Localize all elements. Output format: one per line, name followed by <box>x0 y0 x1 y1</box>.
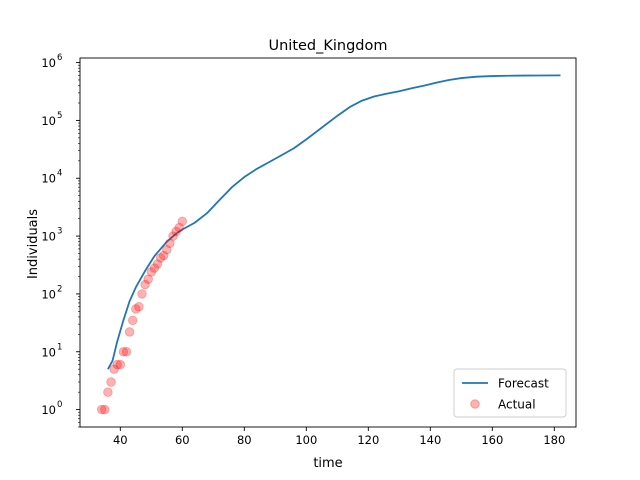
legend-label: Forecast <box>498 377 549 391</box>
data-point-actual <box>162 245 172 255</box>
data-point-actual <box>171 226 181 237</box>
y-tick-exponent: 5 <box>57 111 62 121</box>
data-point-actual <box>124 327 135 337</box>
x-axis-label: time <box>313 456 342 471</box>
y-tick-label: 10 <box>41 114 56 128</box>
data-point-actual <box>96 404 107 415</box>
y-tick-exponent: 3 <box>57 227 62 237</box>
y-tick-label: 10 <box>41 287 56 301</box>
x-tick-label: 120 <box>357 433 379 447</box>
data-point-actual <box>143 274 153 284</box>
data-point-actual <box>134 302 144 312</box>
data-point-actual <box>121 347 132 357</box>
data-point-actual <box>168 231 178 241</box>
legend: Forecast Actual <box>453 368 567 418</box>
data-point-actual <box>140 279 150 290</box>
x-tick-label: 60 <box>175 433 190 447</box>
axes-frame <box>79 57 577 428</box>
x-tick-label: 40 <box>113 433 128 447</box>
y-tick-label: 10 <box>41 403 56 417</box>
y-tick-label: 10 <box>41 230 56 244</box>
data-point-actual <box>155 253 166 263</box>
data-point-actual <box>137 289 147 299</box>
y-tick-exponent: 0 <box>57 400 62 410</box>
legend-box <box>453 368 567 418</box>
x-tick-label: 160 <box>481 433 503 447</box>
x-tick-label: 180 <box>543 433 565 447</box>
series-line-forecast <box>107 74 561 370</box>
data-point-actual <box>131 304 141 314</box>
y-tick-label: 10 <box>41 172 56 186</box>
plot-area <box>96 74 561 415</box>
y-tick-label: 10 <box>41 56 56 70</box>
data-point-actual <box>109 364 119 374</box>
data-point-actual <box>127 315 138 325</box>
data-point-actual <box>115 359 126 370</box>
legend-swatch-marker <box>470 399 480 409</box>
y-tick-exponent: 1 <box>57 342 62 352</box>
data-point-actual <box>103 387 113 397</box>
data-point-actual <box>174 222 184 233</box>
data-point-actual <box>100 404 110 415</box>
data-point-actual <box>106 377 116 387</box>
data-point-actual <box>165 238 175 249</box>
data-point-actual <box>118 347 129 357</box>
x-tick-label: 140 <box>419 433 441 447</box>
y-tick-exponent: 4 <box>57 169 62 179</box>
x-tick-label: 80 <box>237 433 252 447</box>
x-tick-label: 100 <box>295 433 317 447</box>
data-point-actual <box>177 216 188 227</box>
data-point-actual <box>112 359 122 370</box>
legend-label: Actual <box>498 398 536 412</box>
y-axis-label: Individuals <box>26 209 41 279</box>
y-tick-exponent: 2 <box>57 284 62 294</box>
data-point-actual <box>158 250 169 261</box>
data-point-actual <box>152 259 163 269</box>
data-point-actual <box>146 267 157 277</box>
y-tick-exponent: 6 <box>57 53 62 63</box>
data-point-actual <box>149 263 160 273</box>
y-tick-label: 10 <box>41 345 56 359</box>
chart-title: United_Kingdom <box>268 38 387 54</box>
